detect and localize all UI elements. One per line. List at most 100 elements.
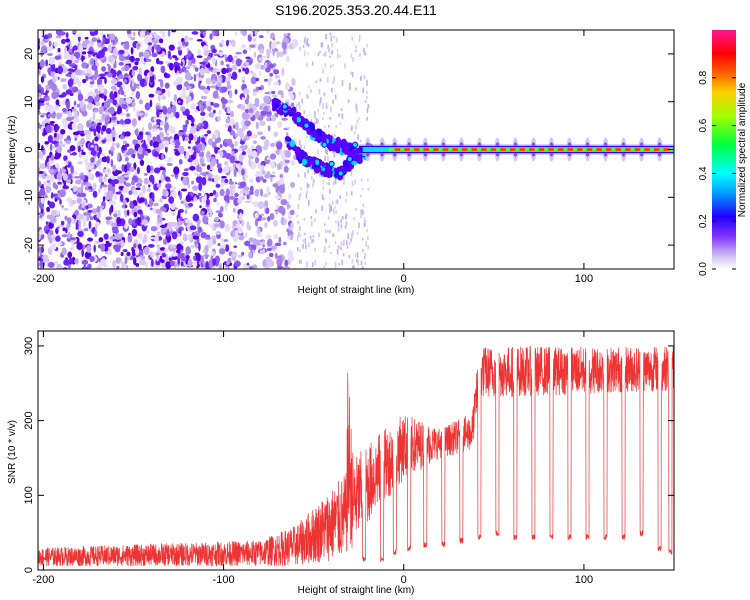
noise-blob (184, 218, 190, 224)
scatter-streak (324, 148, 327, 154)
noise-blob (45, 125, 52, 134)
noise-blob (185, 119, 189, 125)
noise-blob (84, 98, 90, 102)
scatter-streak (303, 50, 306, 57)
noise-blob (265, 111, 272, 115)
noise-blob (136, 216, 142, 226)
noise-blob (214, 216, 220, 222)
noise-blob (195, 166, 202, 173)
tone-band-dash (577, 148, 583, 151)
scatter-streak (350, 53, 353, 59)
snr-x-axis-label: Height of straight line (km) (298, 585, 415, 596)
scatter-streak (327, 44, 329, 50)
noise-blob (113, 91, 118, 98)
noise-blob (85, 156, 89, 163)
scatter-streak (317, 109, 319, 113)
noise-blob (232, 207, 236, 213)
noise-blob (109, 33, 115, 41)
noise-blob (94, 230, 98, 237)
noise-blob (254, 97, 260, 107)
noise-blob (81, 201, 86, 209)
noise-blob (101, 125, 107, 132)
noise-blob (120, 251, 124, 256)
scatter-streak (358, 222, 360, 229)
chirp-blob (311, 156, 317, 162)
noise-blob (149, 236, 156, 240)
noise-blob (105, 216, 111, 220)
noise-blob (177, 252, 183, 259)
scatter-streak (346, 245, 349, 249)
scatter-streak (344, 215, 347, 219)
scatter-streak (363, 255, 366, 259)
noise-blob (109, 200, 116, 206)
noise-blob (131, 247, 134, 252)
noise-blob (72, 185, 78, 193)
noise-blob (159, 255, 163, 262)
noise-blob (141, 126, 145, 133)
noise-blob (71, 122, 77, 131)
noise-blob (283, 165, 289, 173)
noise-blob (102, 36, 105, 45)
noise-blob (251, 243, 257, 251)
noise-blob (197, 102, 204, 105)
noise-blob (277, 163, 281, 171)
noise-blob (97, 151, 100, 159)
figure-title: S196.2025.353.20.44.E11 (275, 2, 437, 18)
noise-blob (199, 157, 205, 165)
noise-blob (47, 67, 52, 74)
noise-blob (81, 259, 89, 265)
noise-blob (215, 69, 222, 73)
scatter-streak (345, 221, 348, 226)
noise-blob (280, 216, 284, 225)
scatter-streak (323, 197, 325, 201)
scatter-streak (298, 104, 301, 111)
noise-blob (260, 217, 267, 221)
noise-blob (126, 209, 130, 216)
noise-blob (155, 90, 162, 95)
noise-blob (45, 97, 50, 101)
noise-blob (259, 48, 265, 54)
noise-blob (99, 73, 106, 77)
noise-blob (48, 261, 55, 268)
scatter-streak (366, 43, 368, 48)
noise-blob (192, 185, 199, 191)
scatter-streak (324, 155, 326, 162)
noise-blob (122, 123, 125, 128)
noise-blob (87, 210, 93, 213)
noise-blob (212, 134, 216, 140)
noise-blob (182, 45, 186, 49)
noise-blob (289, 94, 295, 100)
noise-blob (210, 101, 214, 106)
tone-band-dash (567, 148, 574, 151)
noise-blob (268, 90, 272, 96)
scatter-streak (341, 80, 344, 86)
noise-blob (267, 104, 271, 112)
chirp-blob (320, 161, 326, 167)
scatter-streak (363, 47, 365, 53)
noise-blob (77, 230, 84, 237)
x-tick-label: -200 (32, 574, 54, 586)
noise-blob (286, 228, 290, 233)
noise-blob (128, 190, 133, 196)
noise-blob (266, 30, 270, 34)
noise-blob (99, 205, 105, 209)
noise-blob (219, 188, 225, 197)
noise-blob (87, 95, 94, 103)
scatter-streak (350, 71, 353, 75)
noise-blob (198, 80, 201, 89)
noise-blob (174, 174, 179, 178)
scatter-streak (298, 226, 301, 231)
noise-blob (195, 253, 201, 262)
noise-blob (86, 67, 92, 75)
noise-blob (200, 111, 206, 117)
noise-blob (48, 105, 55, 114)
scatter-streak (339, 55, 342, 58)
scatter-streak (328, 47, 330, 53)
noise-blob (156, 44, 161, 53)
x-tick-label: -100 (213, 273, 235, 285)
noise-blob (184, 138, 188, 141)
noise-blob (186, 114, 193, 121)
noise-blob (51, 140, 58, 145)
noise-blob (169, 260, 175, 267)
noise-blob (142, 148, 146, 156)
